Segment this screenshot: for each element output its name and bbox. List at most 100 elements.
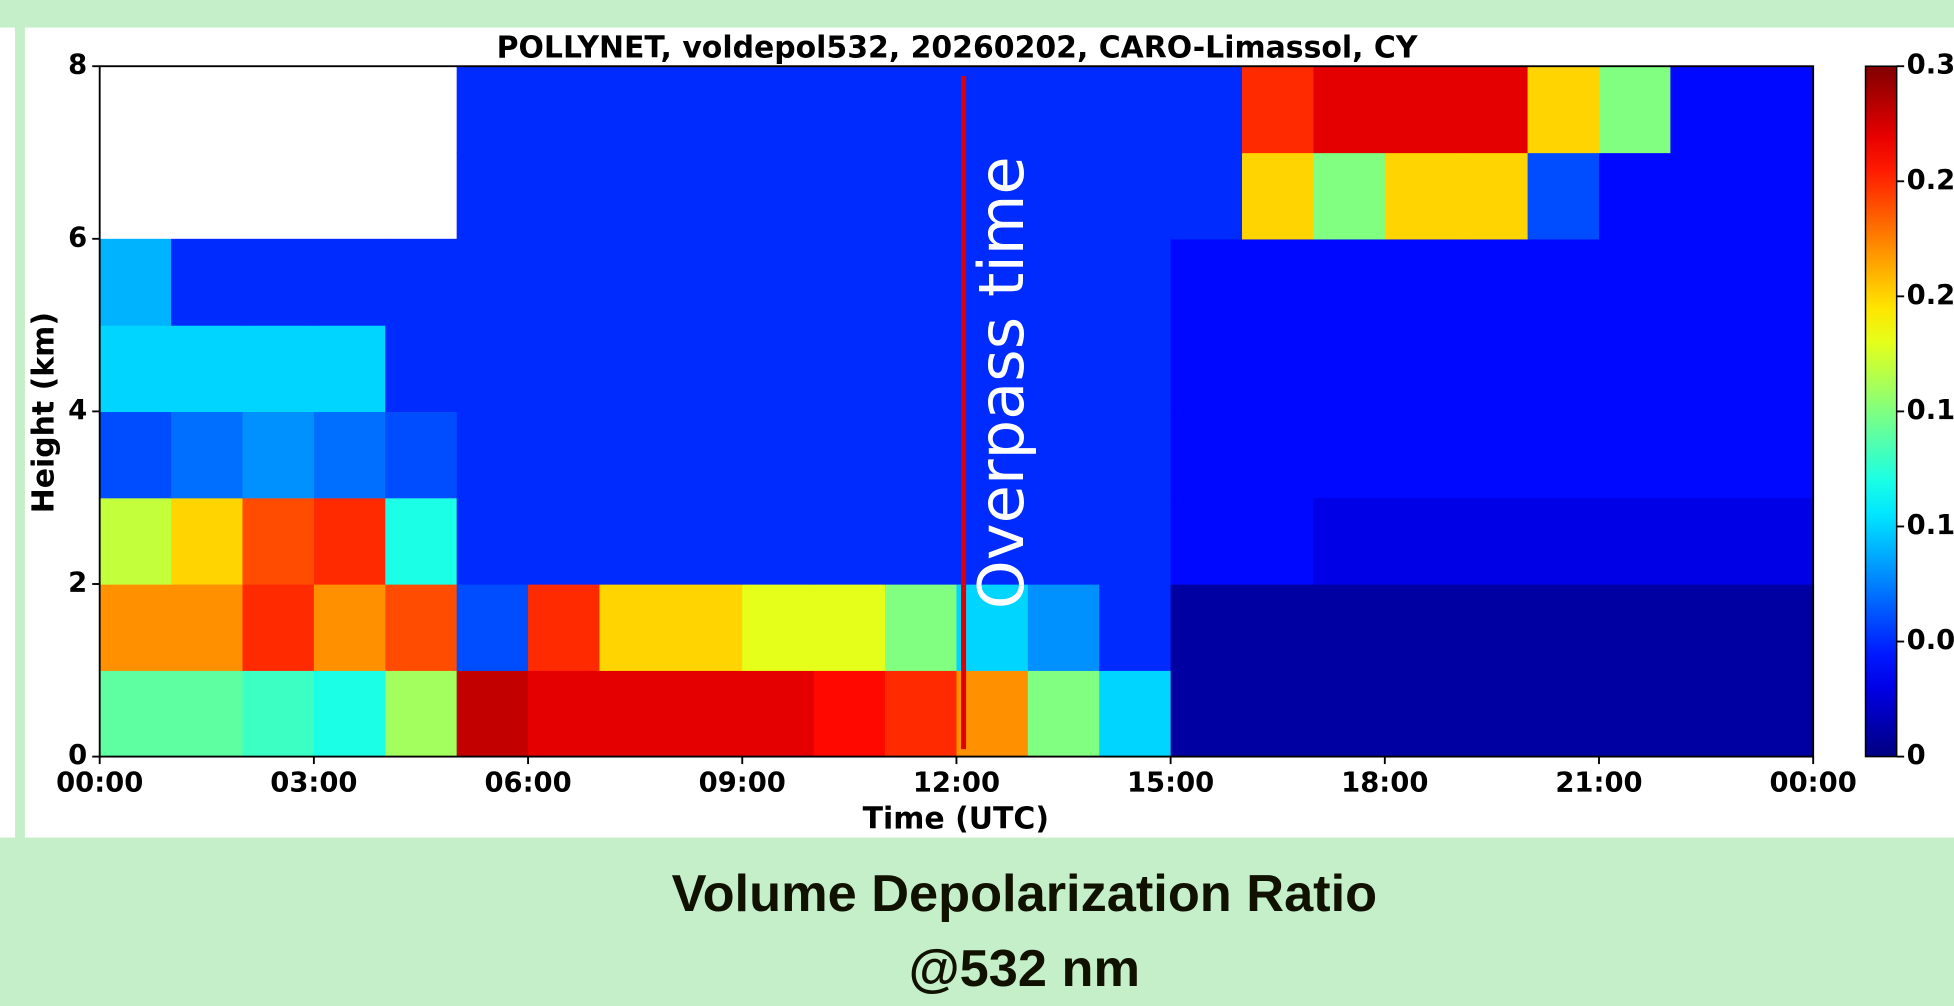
heatmap-cell xyxy=(813,152,886,240)
heatmap-cell xyxy=(670,584,743,671)
heatmap-cell xyxy=(456,670,529,758)
overpass-label: Overpass time xyxy=(965,156,1038,609)
heatmap-cell xyxy=(313,325,386,413)
heatmap-cell xyxy=(456,497,529,585)
heatmap-cell xyxy=(528,584,601,671)
heatmap-cell xyxy=(1670,497,1743,585)
heatmap-cell xyxy=(1598,152,1672,240)
colorbar-tick-label: 0 xyxy=(1907,740,1926,771)
heatmap-cell xyxy=(1670,238,1743,326)
heatmap-cell xyxy=(1741,497,1814,585)
heatmap-cell xyxy=(1741,325,1814,413)
heatmap-cell xyxy=(385,411,458,499)
heatmap-cell xyxy=(528,152,601,240)
heatmap-cell xyxy=(1384,66,1457,154)
x-tick-label: 03:00 xyxy=(270,768,357,799)
heatmap-cell xyxy=(1670,152,1743,240)
heatmap-cell xyxy=(99,411,172,499)
heatmap-cell xyxy=(1099,670,1172,758)
heatmap-cell xyxy=(1527,152,1600,240)
heatmap-cell xyxy=(1170,238,1243,326)
heatmap-cell xyxy=(1527,238,1600,326)
heatmap-cell xyxy=(1384,411,1457,499)
heatmap-cell xyxy=(1242,66,1315,154)
heatmap-cell xyxy=(1741,238,1814,326)
heatmap-cell xyxy=(313,497,386,585)
heatmap-cell xyxy=(99,238,172,326)
x-axis-label: Time (UTC) xyxy=(863,802,1049,837)
heatmap-cell xyxy=(599,238,672,326)
heatmap-cell xyxy=(1170,66,1243,154)
heatmap-cell xyxy=(1313,325,1386,413)
heatmap-cell xyxy=(813,66,886,154)
y-axis-label: Height (km) xyxy=(26,312,61,513)
heatmap-cell xyxy=(1027,325,1100,413)
heatmap-cell xyxy=(1670,584,1743,671)
heatmap-cell xyxy=(1527,497,1600,585)
heatmap-cell xyxy=(742,325,815,413)
heatmap-cell xyxy=(1741,411,1814,499)
x-tick-label: 00:00 xyxy=(56,768,143,799)
heatmap-cell xyxy=(1527,66,1600,154)
heatmap-cell xyxy=(1027,497,1100,585)
heatmap-cell xyxy=(1456,411,1529,499)
heatmap-cell xyxy=(1456,497,1529,585)
heatmap-cell xyxy=(1027,66,1100,154)
heatmap-cell xyxy=(313,238,386,326)
heatmap-cell xyxy=(1170,584,1243,671)
caption-line: @532 nm xyxy=(909,940,1140,998)
heatmap-cell xyxy=(171,238,244,326)
heatmap-cell xyxy=(99,325,172,413)
heatmap-cell xyxy=(1027,670,1100,758)
heatmap-cell xyxy=(1456,66,1529,154)
heatmap-cell xyxy=(1242,152,1315,240)
heatmap-cell xyxy=(956,584,1029,671)
heatmap-cell xyxy=(742,584,815,671)
heatmap-cell xyxy=(670,670,743,758)
heatmap-cell xyxy=(956,497,1029,585)
heatmap-cell xyxy=(599,670,672,758)
y-tick-label: 6 xyxy=(68,222,87,253)
heatmap-cell xyxy=(1170,497,1243,585)
heatmap-cell xyxy=(1598,325,1672,413)
heatmap-cell xyxy=(1527,325,1600,413)
heatmap-cell xyxy=(885,152,958,240)
heatmap-cell xyxy=(1670,66,1743,154)
heatmap-cell xyxy=(1099,325,1172,413)
heatmap-cell xyxy=(813,584,886,671)
heatmap-cell xyxy=(1384,497,1457,585)
heatmap-cell xyxy=(528,670,601,758)
heatmap-cell xyxy=(885,238,958,326)
y-tick-label: 0 xyxy=(68,740,87,771)
heatmap-cell xyxy=(456,325,529,413)
heatmap-cell xyxy=(99,497,172,585)
heatmap-cell xyxy=(742,238,815,326)
heatmap-cell xyxy=(171,411,244,499)
heatmap-cell xyxy=(1099,152,1172,240)
heatmap-cell xyxy=(813,670,886,758)
heatmap-cell xyxy=(1598,584,1672,671)
heatmap-cell xyxy=(1670,325,1743,413)
heatmap-cell xyxy=(670,66,743,154)
heatmap-cell xyxy=(456,152,529,240)
x-tick-label: 06:00 xyxy=(484,768,571,799)
heatmap-cell xyxy=(1456,584,1529,671)
heatmap-cell xyxy=(885,411,958,499)
chart-title: POLLYNET, voldepol532, 20260202, CARO-Li… xyxy=(497,30,1418,65)
heatmap-cell xyxy=(1242,238,1315,326)
heatmap-cell xyxy=(528,411,601,499)
x-tick-label: 21:00 xyxy=(1555,768,1642,799)
heatmap-cell xyxy=(1313,238,1386,326)
heatmap-cell xyxy=(242,238,315,326)
heatmap-cell xyxy=(1598,497,1672,585)
heatmap-cell xyxy=(956,670,1029,758)
heatmap-cell xyxy=(385,238,458,326)
heatmap-cell xyxy=(813,497,886,585)
heatmap-cell xyxy=(885,584,958,671)
heatmap-cell xyxy=(313,411,386,499)
heatmap-cell xyxy=(670,497,743,585)
heatmap-cell xyxy=(242,584,315,671)
heatmap-cell xyxy=(1456,325,1529,413)
heatmap-cell xyxy=(742,670,815,758)
heatmap-cell xyxy=(956,238,1029,326)
